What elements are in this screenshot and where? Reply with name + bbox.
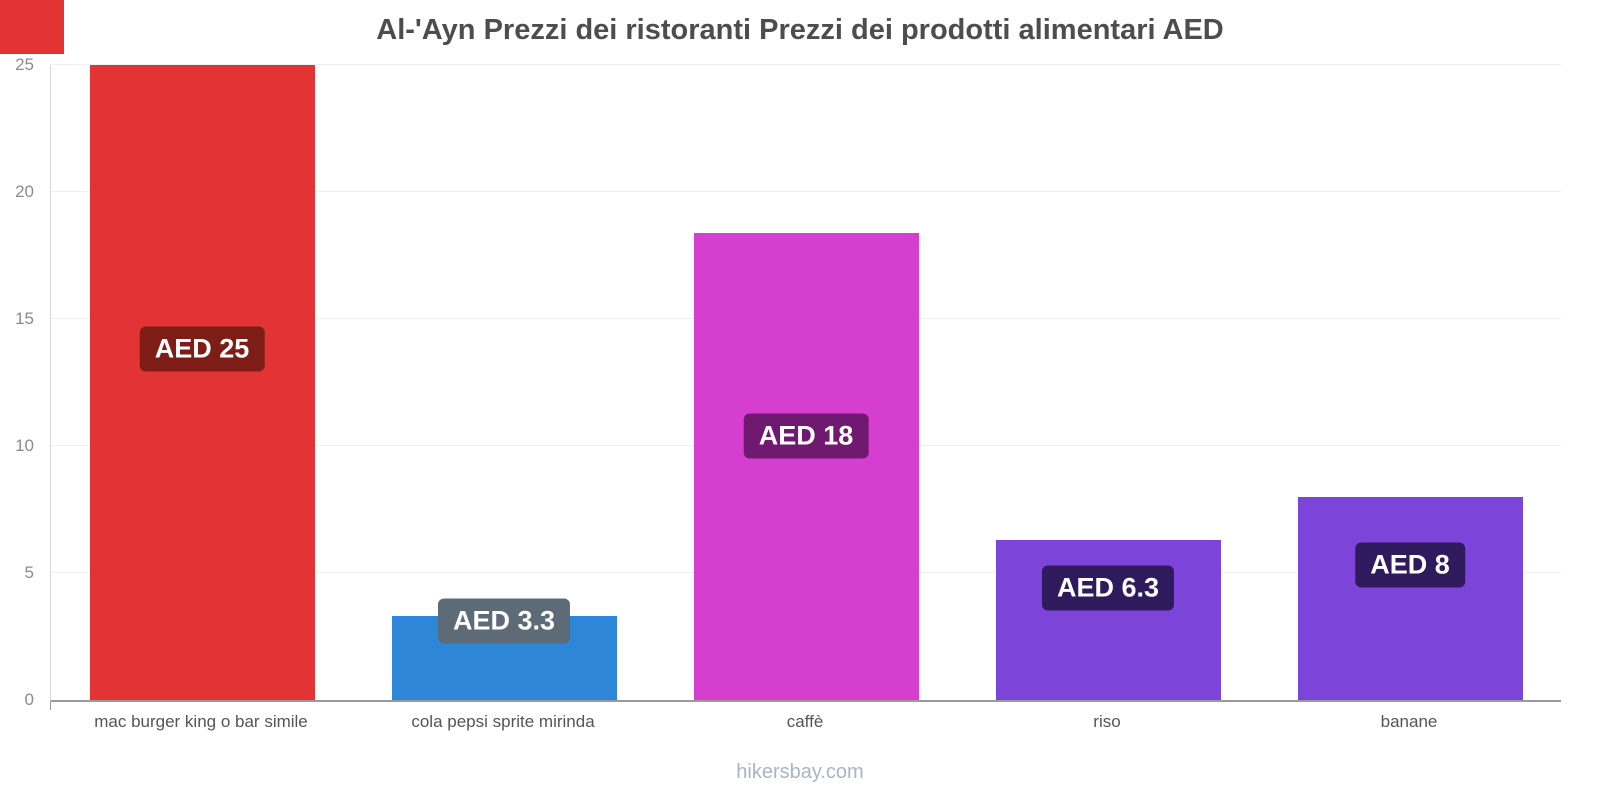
y-tick-label: 0 bbox=[24, 690, 34, 709]
x-axis-label: riso bbox=[1093, 712, 1121, 731]
x-axis-origin-tick bbox=[50, 702, 51, 710]
gridline bbox=[51, 191, 1561, 192]
x-axis-labels: mac burger king o bar simile cola pepsi s… bbox=[50, 712, 1560, 742]
y-tick-label: 10 bbox=[15, 436, 34, 455]
x-axis-label: cola pepsi sprite mirinda bbox=[411, 712, 595, 731]
y-tick-label: 20 bbox=[15, 182, 34, 201]
bar-2: AED 3.3 bbox=[391, 598, 617, 700]
bar-value-label: AED 8 bbox=[1355, 542, 1465, 588]
bar-value-label: AED 18 bbox=[743, 413, 869, 459]
y-tick-label: 5 bbox=[24, 563, 34, 582]
watermark: hikersbay.com bbox=[736, 761, 864, 783]
chart-title: Al-'Ayn Prezzi dei ristoranti Prezzi dei… bbox=[376, 14, 1224, 46]
x-axis-label: banane bbox=[1380, 712, 1438, 731]
y-axis-ticks: 0 5 10 15 20 25 bbox=[0, 55, 42, 709]
bar-4: AED 6.3 bbox=[995, 539, 1221, 700]
bar-5: AED 8 bbox=[1297, 496, 1523, 700]
bar-value-label: AED 25 bbox=[139, 326, 265, 372]
plot-area: AED 25 AED 3.3 AED 18 AED 6.3 AED 8 bbox=[50, 64, 1561, 710]
y-tick-label: 15 bbox=[15, 309, 34, 328]
bar-1: AED 25 bbox=[89, 65, 315, 700]
x-axis-label: caffè bbox=[786, 712, 824, 731]
x-axis-label: mac burger king o bar simile bbox=[94, 712, 308, 731]
gridline bbox=[51, 64, 1561, 65]
bar-value-label: AED 6.3 bbox=[1041, 565, 1175, 611]
bar-3: AED 18 bbox=[693, 232, 919, 700]
bar-value-label: AED 3.3 bbox=[437, 598, 571, 644]
y-tick-label: 25 bbox=[15, 55, 34, 74]
corner-accent bbox=[0, 0, 64, 54]
